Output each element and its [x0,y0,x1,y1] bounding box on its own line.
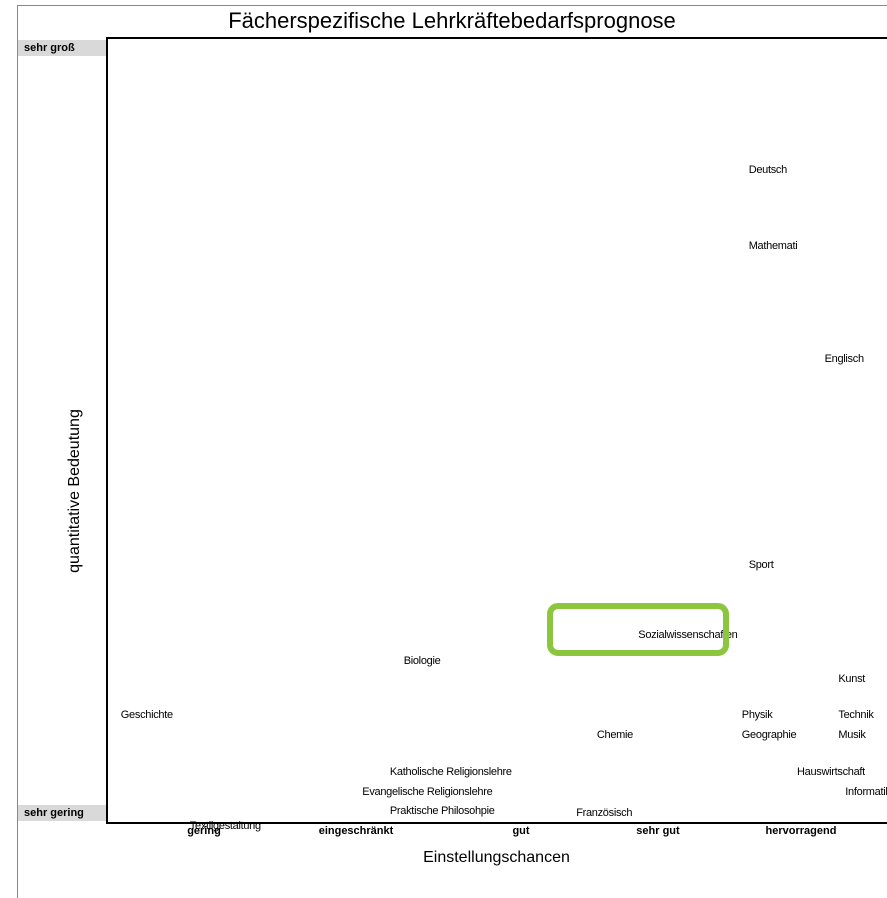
point-label-franz-sisch: Französisch [576,807,633,820]
point-label-mathemati: Mathemati [748,239,798,252]
y-tick-bottom: sehr gering [18,805,106,821]
x-tick-eingeschraenkt: eingeschränkt [318,825,394,837]
chart-frame [17,5,887,898]
y-tick-top: sehr groß [18,40,106,56]
point-label-geschichte: Geschichte [120,709,173,722]
point-label-informatik: Informatik [845,785,887,798]
point-label-katholische-religionslehre: Katholische Religionslehre [389,765,512,778]
x-tick-hervorragend: hervorragend [765,825,837,837]
x-tick-sehr-gut: sehr gut [636,825,680,837]
point-label-musik: Musik [838,728,866,741]
x-axis-title: Einstellungschancen [423,849,570,866]
point-label-praktische-philosohpie: Praktische Philosohpie [389,805,495,818]
point-label-sozialwissenschaften: Sozialwissenschaften [638,629,738,642]
point-label-technik: Technik [838,709,874,722]
chart-title: Fächerspezifische Lehrkräftebedarfsprogn… [228,8,676,33]
point-label-chemie: Chemie [596,728,633,741]
x-tick-gut: gut [512,825,530,837]
title-rule [107,37,887,39]
point-label-textilgestaltung: Textilgestaltung [189,820,261,833]
point-label-englisch: Englisch [824,353,864,366]
point-label-physik: Physik [741,709,773,722]
x-tick-gering: gering [187,825,221,837]
point-label-hauswirtschaft: Hauswirtschaft [797,765,865,778]
y-axis-line [106,37,108,823]
point-label-sport: Sport [748,558,774,571]
point-label-biologie: Biologie [403,654,441,667]
point-label-kunst: Kunst [838,673,866,686]
point-label-evangelische-religionslehre: Evangelische Religionslehre [362,785,493,798]
point-label-geographie: Geographie [741,728,797,741]
point-label-deutsch: Deutsch [748,163,788,176]
x-axis-line [106,822,887,824]
highlight-box [547,603,729,656]
